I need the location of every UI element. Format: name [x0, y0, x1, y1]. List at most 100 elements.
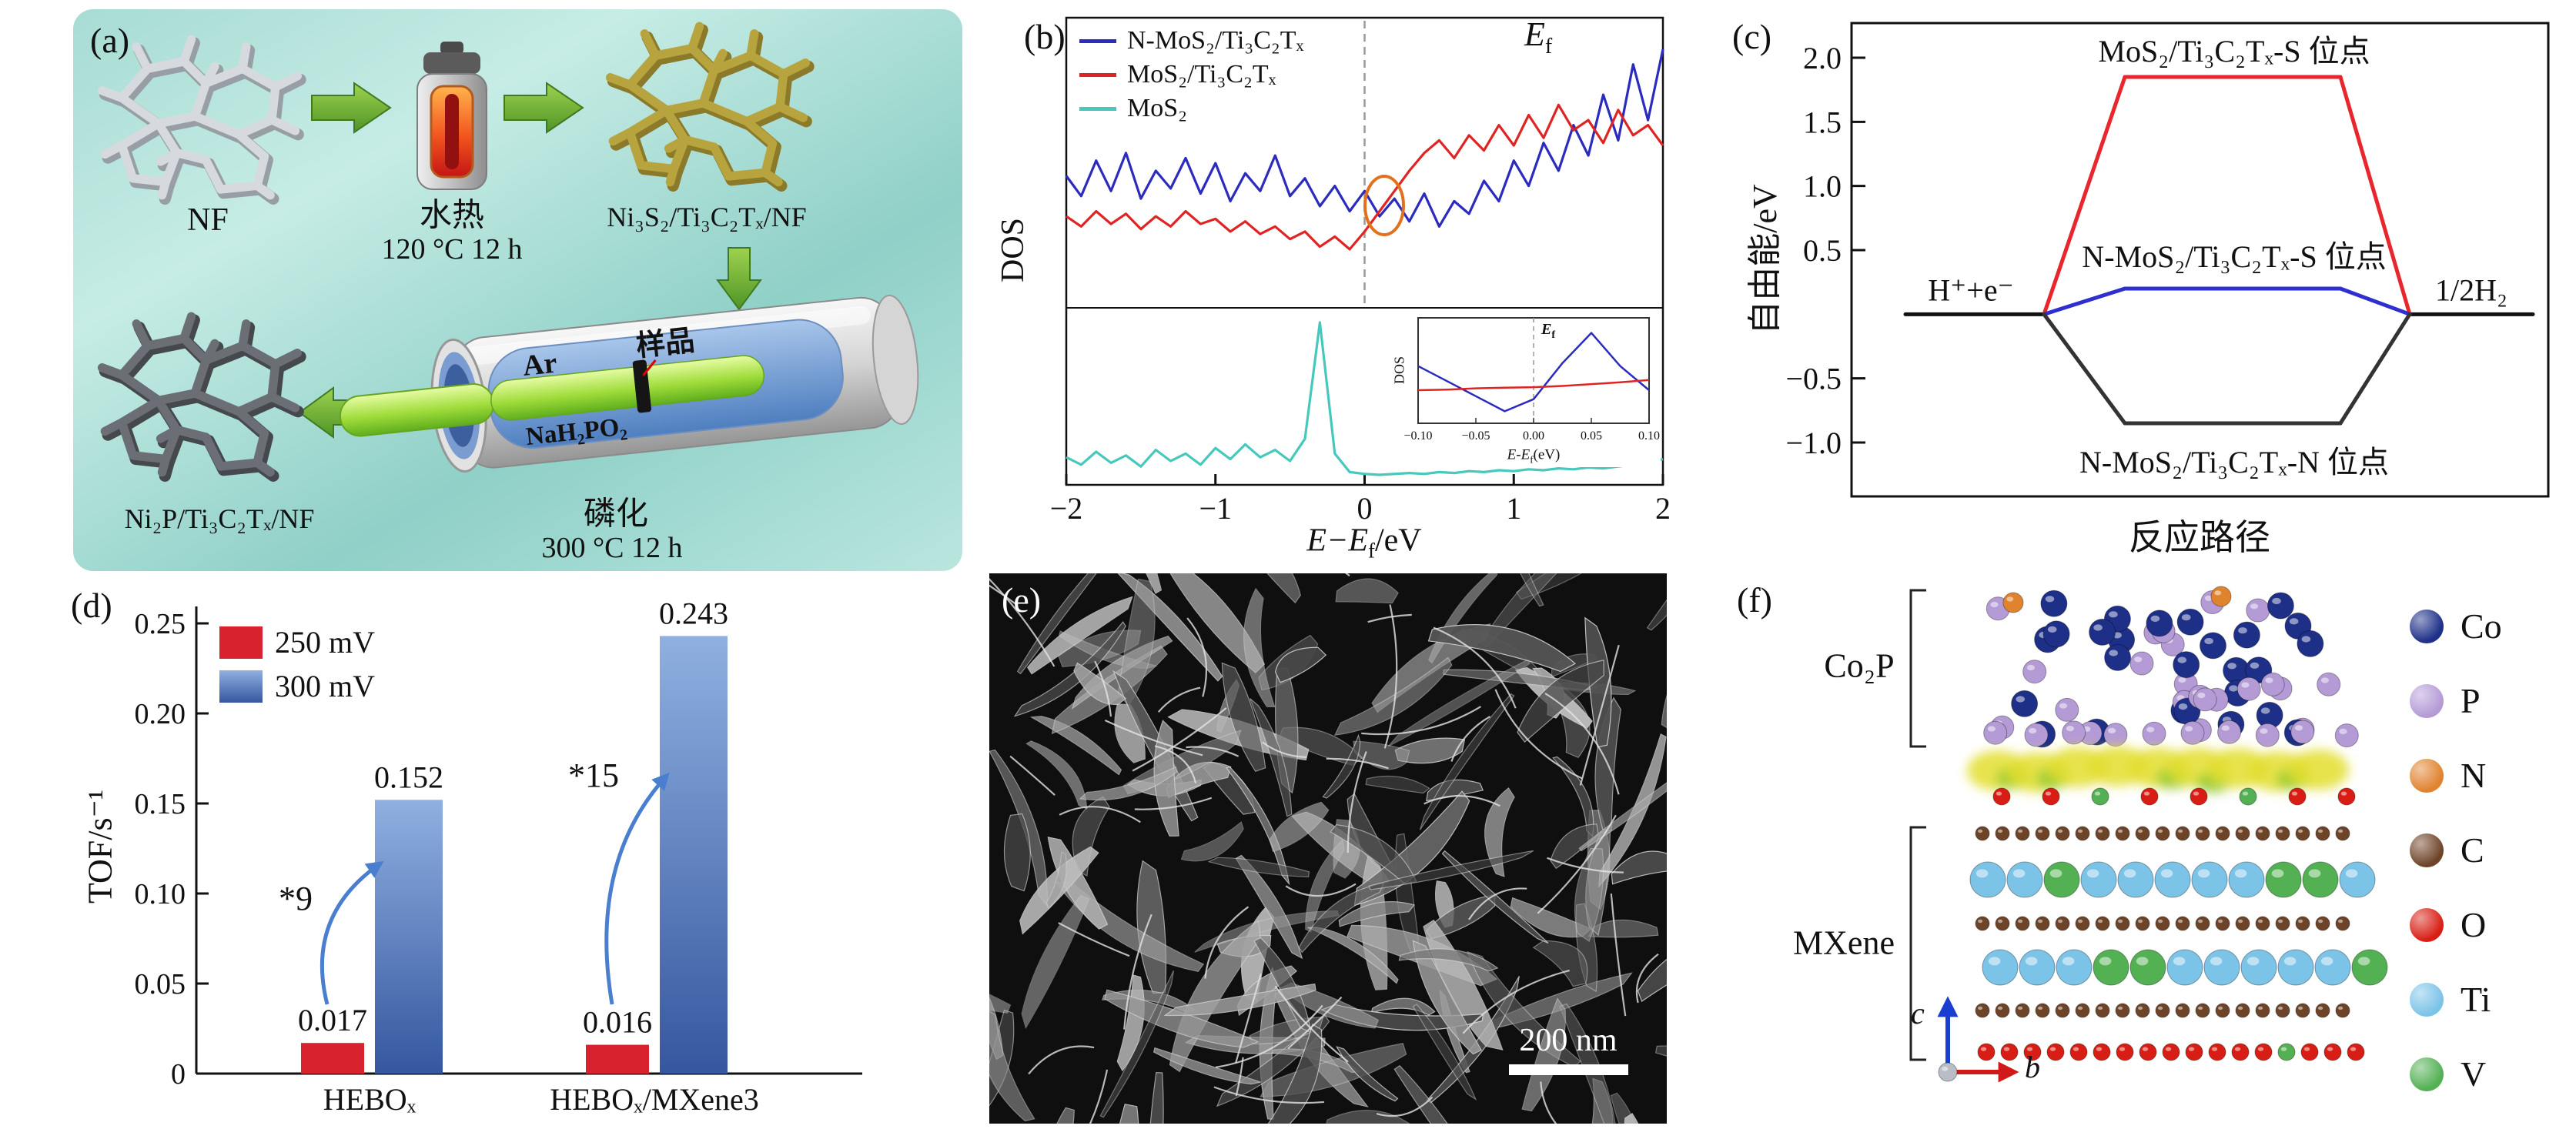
inset-x-axis-label: E-Ef(eV)	[1507, 447, 1561, 466]
mxene-bracket	[1909, 826, 1926, 1061]
atom-highlight	[2242, 791, 2249, 796]
sem-flake	[1013, 621, 1126, 717]
bar-category-label: HEBOₓ	[323, 1082, 417, 1117]
sem-flake	[1235, 854, 1303, 960]
atom-highlight	[2238, 1006, 2243, 1010]
v-atom	[2091, 787, 2109, 806]
inset-x-tick-label: 0.10	[1638, 429, 1660, 443]
v-atom	[2129, 949, 2166, 986]
atom-highlight	[2138, 1006, 2143, 1010]
atom-highlight	[2038, 1006, 2043, 1010]
sem-flake	[1412, 940, 1482, 1055]
foam-strut	[179, 35, 196, 66]
sem-flake	[1419, 693, 1515, 830]
o-atom	[2139, 1043, 2157, 1061]
c-atom	[2255, 826, 2270, 841]
panel-a-synthesis: Ar 样品 NaH₂PO₂ (a) NF 水热 120 °C 12 h Ni₃S…	[73, 9, 962, 571]
atom-highlight	[2018, 829, 2023, 833]
p-atom	[2217, 720, 2242, 744]
p-atom	[2062, 720, 2086, 745]
v-atom	[2351, 949, 2388, 986]
panel-label-a: (a)	[90, 21, 130, 60]
c-atom	[2255, 1003, 2270, 1018]
co-atom	[2173, 651, 2200, 679]
atom-highlight	[2047, 626, 2057, 633]
sem-flake-edge	[1058, 922, 1130, 957]
sem-flake	[989, 1007, 1035, 1122]
dos-curve	[1066, 103, 1664, 251]
atom-highlight	[1978, 1006, 1983, 1010]
atom-highlight	[2134, 656, 2143, 663]
o-atom	[2162, 1043, 2180, 1061]
v-atom	[2277, 1043, 2296, 1061]
sem-flake-edge	[1610, 894, 1627, 1017]
sem-flake	[1248, 573, 1301, 604]
foam-strut	[238, 319, 251, 350]
atom-highlight	[2066, 726, 2074, 732]
ti-atom	[2339, 861, 2376, 898]
atom-highlight	[1988, 957, 2001, 966]
c-atom	[2075, 916, 2090, 931]
sem-flake	[1266, 1024, 1323, 1124]
panel-e-sem-image: (e) 200 nm	[989, 573, 1667, 1124]
c-atom	[2075, 1003, 2090, 1018]
atom-legend-item: P	[2410, 663, 2502, 738]
sem-flake-edge	[1094, 660, 1112, 717]
legend-line-swatch	[1079, 38, 1116, 43]
c-atom	[2155, 916, 2170, 931]
c-atom	[2215, 826, 2230, 841]
foam-strut	[608, 128, 634, 146]
c-atom	[2095, 1003, 2110, 1018]
hydrothermal-conditions: 120 °C 12 h	[381, 233, 523, 266]
atom-highlight	[2059, 703, 2068, 709]
energy-y-tick-label: 1.0	[1803, 169, 1842, 204]
foam-strut	[664, 135, 690, 153]
sem-flake	[1003, 813, 1031, 892]
atom-highlight	[2227, 663, 2236, 670]
c-atom	[2275, 916, 2290, 931]
foam-strut	[665, 164, 678, 187]
atom-highlight	[2188, 1047, 2195, 1051]
legend-label: 250 mV	[275, 625, 375, 660]
atom-legend-sphere	[2410, 683, 2444, 718]
atom-highlight	[2198, 919, 2203, 924]
foam-strut-shadow	[272, 73, 306, 97]
sem-flake	[1335, 578, 1399, 604]
atom-legend-sphere	[2410, 907, 2444, 942]
bar-y-tick-label: 0	[171, 1058, 186, 1091]
atom-highlight	[2229, 685, 2238, 692]
atom-legend-item: O	[2410, 887, 2502, 962]
sem-flake	[1637, 934, 1667, 1003]
energy-y-tick-label: −1.0	[1785, 426, 1842, 460]
sem-flake-edge	[1059, 806, 1141, 823]
sem-flake	[1441, 850, 1549, 944]
bar-300mv	[660, 636, 728, 1074]
c-atom	[2235, 826, 2250, 841]
bar-250mv	[301, 1043, 364, 1074]
atom-highlight	[2197, 693, 2206, 699]
c-atom	[2175, 826, 2190, 841]
inset-x-tick-label: −0.10	[1403, 429, 1432, 443]
sem-flake	[1243, 587, 1276, 708]
n-atom	[2210, 586, 2232, 607]
bar-250mv	[586, 1044, 649, 1074]
o-atom	[2000, 1043, 2019, 1061]
sem-flake	[1398, 948, 1499, 972]
c-atom	[2095, 916, 2110, 931]
v-atom	[2302, 861, 2339, 898]
sem-flake-edge	[1123, 914, 1153, 1030]
co-atom	[2176, 608, 2204, 636]
sem-flake-edge	[1186, 617, 1208, 697]
atom-highlight	[2026, 1047, 2033, 1051]
c-atom	[2135, 1003, 2150, 1018]
atom-legend-label: Ti	[2461, 980, 2491, 1019]
legend-label: MoS₂/Ti₃C₂Tₓ	[1127, 60, 1276, 89]
atom-highlight	[2078, 829, 2083, 833]
phosphidation-label: 磷化	[583, 496, 649, 533]
inset-xlabel-sub: f	[1530, 453, 1534, 466]
co2p-bracket	[1909, 589, 1926, 748]
sem-flake-edge	[1423, 795, 1500, 807]
c-atom	[2315, 916, 2330, 931]
foam-strut	[687, 22, 704, 53]
sem-flake-edge	[1326, 757, 1389, 770]
